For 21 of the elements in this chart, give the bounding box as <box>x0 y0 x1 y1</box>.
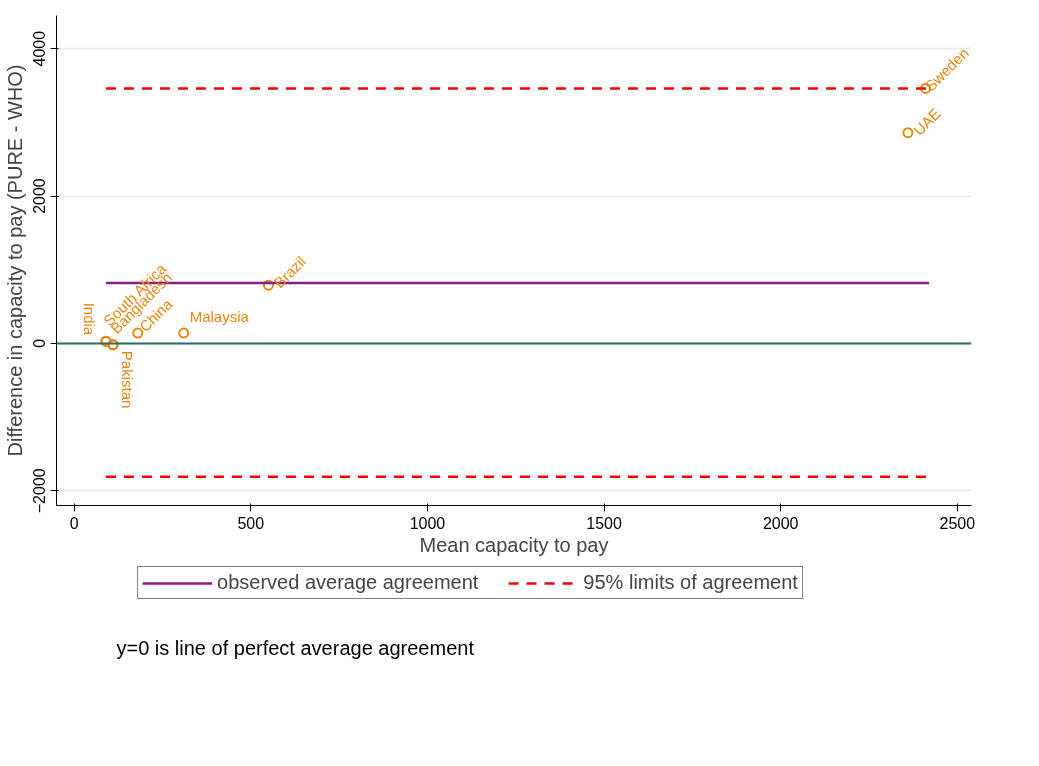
x-tick-label: 1500 <box>586 514 622 532</box>
y-tick-label: −2000 <box>31 468 49 514</box>
point <box>262 279 274 291</box>
y-tick-label: 2000 <box>31 178 49 214</box>
x-axis-title: Mean capacity to pay <box>419 533 609 556</box>
y-tick-label: 4000 <box>31 30 49 67</box>
x-tick-label: 0 <box>69 514 79 532</box>
legend-label: observed average agreement <box>217 571 479 594</box>
legend-label: 95% limits of agreement <box>583 571 798 594</box>
text: y=0 is line of perfect average agreement <box>116 636 475 659</box>
point <box>178 327 190 339</box>
x-tick-label: 1000 <box>409 514 446 532</box>
point <box>902 127 914 139</box>
y-tick-label: 0 <box>31 338 49 348</box>
x-tick-label: 500 <box>237 514 265 532</box>
annotation: India <box>80 302 98 336</box>
annotation: Malaysia <box>189 308 250 326</box>
y-axis-title: Difference in capacity to pay (PURE - WHO) <box>3 64 26 457</box>
x-tick-label: 2000 <box>762 514 799 532</box>
annotation: Pakistan <box>119 350 137 409</box>
x-tick-label: 2500 <box>939 514 976 532</box>
